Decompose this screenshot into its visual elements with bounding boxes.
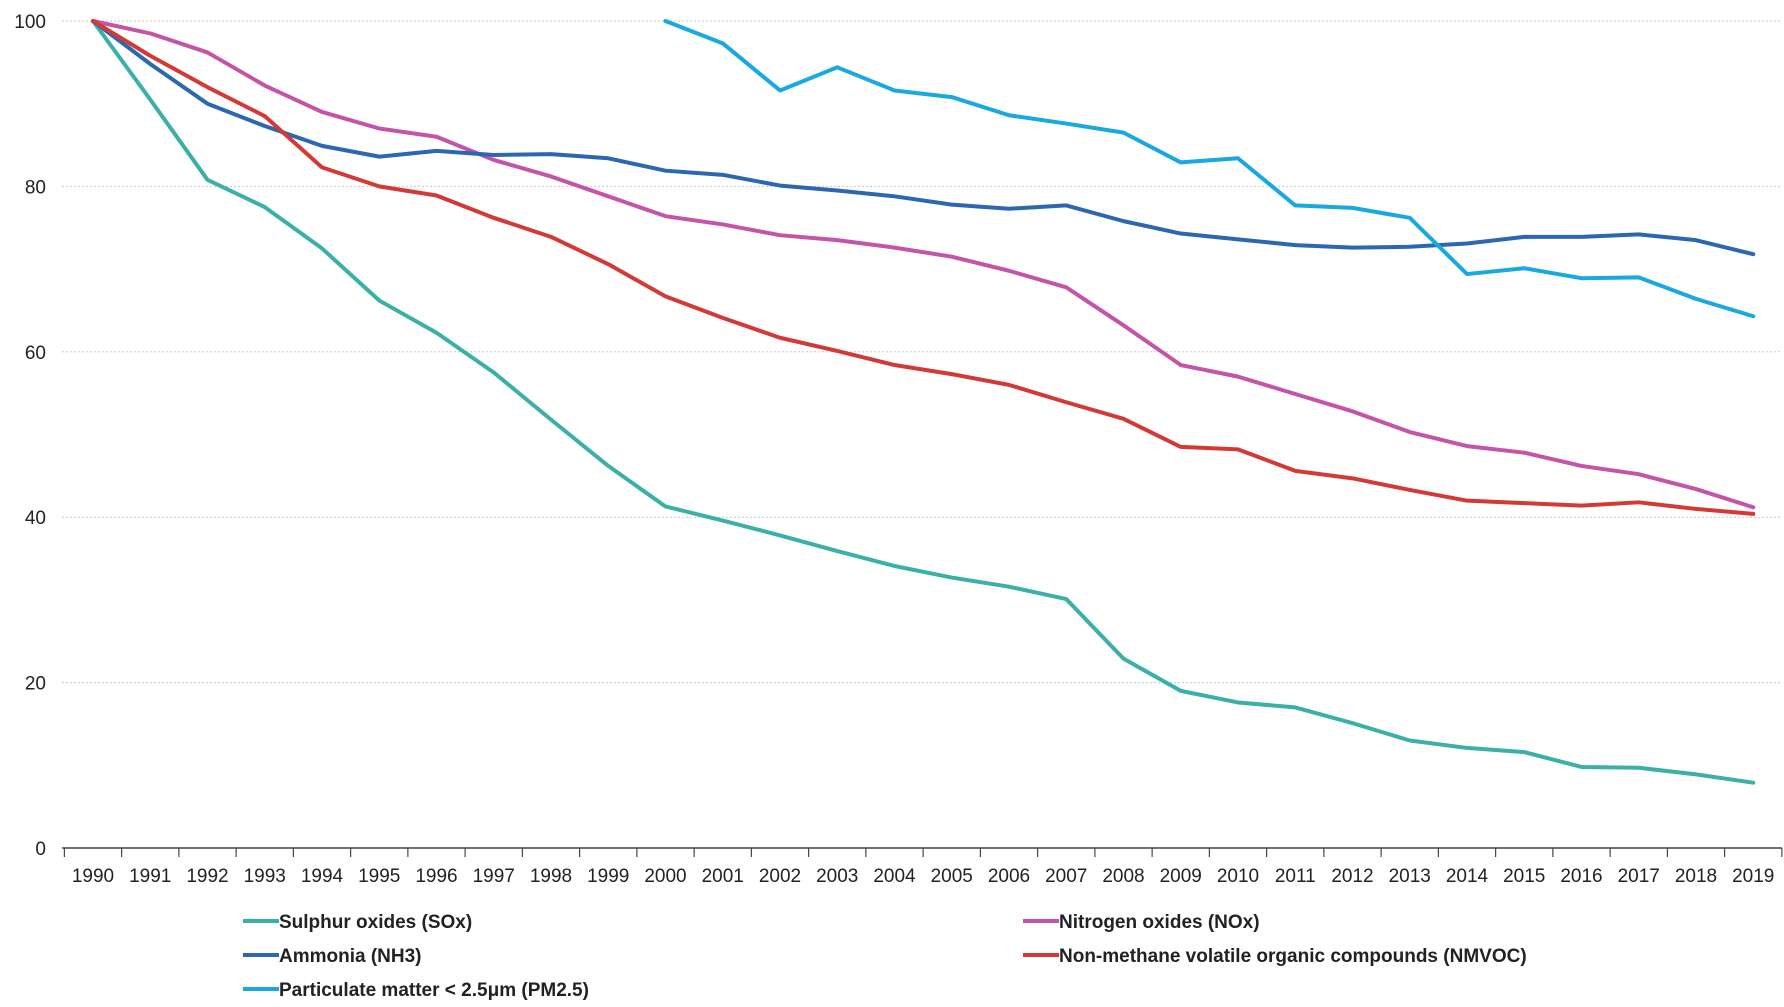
legend-label-2: Nitrogen oxides (NOx) <box>1059 912 1260 933</box>
x-tick-label-2003: 2003 <box>816 866 858 887</box>
x-tick-label-2017: 2017 <box>1618 866 1660 887</box>
x-tick-label-2009: 2009 <box>1160 866 1202 887</box>
series-line-5 <box>663 19 1756 319</box>
y-tick-label-0: 0 <box>35 839 46 860</box>
y-tick-label-60: 60 <box>25 343 46 364</box>
x-tick-label-2014: 2014 <box>1446 866 1489 887</box>
x-tick-label-1991: 1991 <box>129 866 171 887</box>
x-tick-label-1995: 1995 <box>358 866 400 887</box>
x-tick-label-2012: 2012 <box>1331 866 1373 887</box>
y-tick-labels: 0 20 40 60 80 100 <box>14 12 46 860</box>
x-tick-label-2011: 2011 <box>1275 866 1316 887</box>
y-tick-label-20: 20 <box>25 674 46 695</box>
x-tick-labels: 1990 1991 1992 1993 1994 1995 1996 1997 1998 1999… <box>72 866 1775 887</box>
x-tick-label-2019: 2019 <box>1732 866 1774 887</box>
x-tick-label-1996: 1996 <box>415 866 457 887</box>
legend-label-1: Sulphur oxides (SOx) <box>279 912 472 933</box>
x-tick-label-2002: 2002 <box>759 866 801 887</box>
legend-label-3: Ammonia (NH3) <box>279 946 422 967</box>
x-tick-label-2005: 2005 <box>931 866 973 887</box>
x-tick-label-2018: 2018 <box>1675 866 1717 887</box>
series-line-2 <box>91 19 1756 510</box>
x-tick-label-1998: 1998 <box>530 866 572 887</box>
y-tick-label-100: 100 <box>14 12 46 33</box>
x-tick-label-2013: 2013 <box>1389 866 1431 887</box>
x-tick-label-2015: 2015 <box>1503 866 1545 887</box>
legend: Sulphur oxides (SOx) Nitrogen oxides (NOx… <box>243 912 1527 1001</box>
x-tick-label-2000: 2000 <box>644 866 686 887</box>
y-tick-label-40: 40 <box>25 508 46 529</box>
x-tick-label-2008: 2008 <box>1102 866 1144 887</box>
x-axis <box>62 847 1783 857</box>
series-line-3 <box>91 19 1756 257</box>
x-tick-label-1997: 1997 <box>473 866 515 887</box>
x-tick-label-2001: 2001 <box>702 866 744 887</box>
x-tick-label-1994: 1994 <box>301 866 344 887</box>
series-lines <box>91 19 1756 785</box>
x-tick-label-1993: 1993 <box>244 866 286 887</box>
x-tick-label-2004: 2004 <box>873 866 916 887</box>
x-tick-label-1999: 1999 <box>587 866 629 887</box>
x-tick-label-2007: 2007 <box>1045 866 1087 887</box>
x-tick-label-2016: 2016 <box>1560 866 1602 887</box>
legend-label-5: Particulate matter < 2.5μm (PM2.5) <box>279 980 589 1001</box>
series-line-4 <box>91 19 1756 516</box>
y-tick-label-80: 80 <box>25 177 46 198</box>
x-tick-label-1990: 1990 <box>72 866 114 887</box>
gridlines <box>62 20 1782 684</box>
series-line-1 <box>91 19 1756 785</box>
x-tick-label-1992: 1992 <box>186 866 228 887</box>
x-tick-label-2006: 2006 <box>988 866 1030 887</box>
legend-label-4: Non-methane volatile organic compounds (… <box>1059 946 1527 967</box>
x-tick-label-2010: 2010 <box>1217 866 1259 887</box>
